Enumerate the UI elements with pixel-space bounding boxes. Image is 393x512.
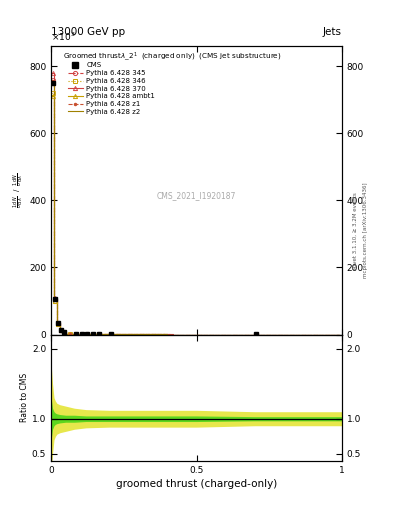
Legend: CMS, Pythia 6.428 345, Pythia 6.428 346, Pythia 6.428 370, Pythia 6.428 ambt1, P: CMS, Pythia 6.428 345, Pythia 6.428 346,…	[66, 61, 156, 116]
Text: Rivet 3.1.10, ≥ 3.2M events: Rivet 3.1.10, ≥ 3.2M events	[353, 192, 358, 269]
Text: CMS_2021_I1920187: CMS_2021_I1920187	[157, 191, 236, 201]
Y-axis label: Ratio to CMS: Ratio to CMS	[20, 373, 29, 422]
Text: Groomed thrust$\lambda$_2$^1$  (charged only)  (CMS jet substructure): Groomed thrust$\lambda$_2$^1$ (charged o…	[63, 50, 281, 63]
Text: 13000 GeV pp: 13000 GeV pp	[51, 27, 125, 37]
Text: $\times10^3$: $\times10^3$	[51, 31, 76, 43]
X-axis label: groomed thrust (charged-only): groomed thrust (charged-only)	[116, 479, 277, 489]
Y-axis label: $\frac{1}{\sigma}\frac{\mathrm{d}N}{\mathrm{d}\lambda}$  /  $\frac{1}{\sigma}\fr: $\frac{1}{\sigma}\frac{\mathrm{d}N}{\mat…	[12, 173, 26, 208]
Text: mcplots.cern.ch [arXiv:1306.3436]: mcplots.cern.ch [arXiv:1306.3436]	[363, 183, 368, 278]
Text: Jets: Jets	[323, 27, 342, 37]
